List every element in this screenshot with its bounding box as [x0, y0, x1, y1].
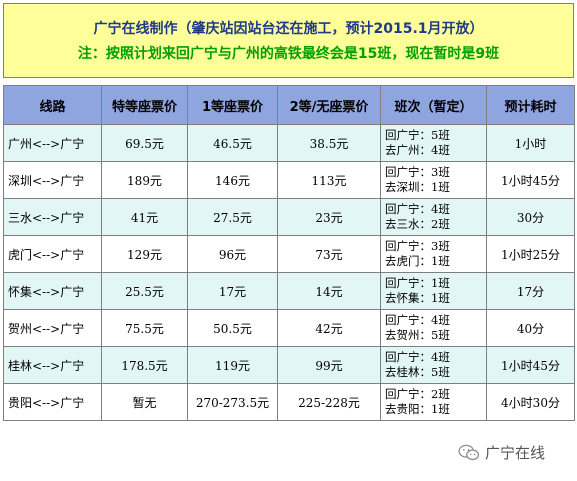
first-fare-cell: 46.5元 — [187, 124, 278, 162]
table-row: 深圳<-->广宁 189元 146元 113元 回广宁：3班 去深圳：1班 1小… — [3, 161, 575, 199]
trips-cell: 回广宁：4班 去桂林：5班 — [380, 346, 487, 384]
first-fare-cell: 146元 — [187, 161, 278, 199]
first-fare-cell: 270-273.5元 — [187, 383, 278, 421]
trip-return: 回广宁：4班 — [385, 313, 450, 327]
route-cell: 怀集<-->广宁 — [3, 272, 102, 310]
trip-outbound: 去虎门：1班 — [385, 254, 450, 268]
trips-cell: 回广宁：5班 去广州：4班 — [380, 124, 487, 162]
special-fare-cell: 69.5元 — [101, 124, 188, 162]
trip-outbound: 去贺州：5班 — [385, 328, 450, 342]
fare-table: 线路 特等座票价 1等座票价 2等/无座票价 班次（暂定） 预计耗时 广州<--… — [3, 85, 575, 421]
table-row: 怀集<-->广宁 25.5元 17元 14元 回广宁：1班 去怀集：1班 17分 — [3, 272, 575, 310]
trip-return: 回广宁：3班 — [385, 239, 450, 253]
title-banner: 广宁在线制作（肇庆站因站台还在施工，预计2015.1月开放） 注：按照计划来回广… — [3, 3, 574, 78]
second-fare-cell: 38.5元 — [277, 124, 381, 162]
first-fare-cell: 119元 — [187, 346, 278, 384]
trip-return: 回广宁：2班 — [385, 387, 450, 401]
trips-cell: 回广宁：1班 去怀集：1班 — [380, 272, 487, 310]
second-fare-cell: 73元 — [277, 235, 381, 273]
first-fare-cell: 50.5元 — [187, 309, 278, 347]
special-fare-cell: 25.5元 — [101, 272, 188, 310]
trip-return: 回广宁：1班 — [385, 276, 450, 290]
duration-cell: 40分 — [486, 309, 575, 347]
trip-outbound: 去深圳：1班 — [385, 180, 450, 194]
header-second-class: 2等/无座票价 — [277, 85, 381, 125]
trip-outbound: 去广州：4班 — [385, 143, 450, 157]
duration-cell: 1小时25分 — [486, 235, 575, 273]
trips-cell: 回广宁：4班 去三水：2班 — [380, 198, 487, 236]
route-cell: 贵阳<-->广宁 — [3, 383, 102, 421]
trips-cell: 回广宁：3班 去虎门：1班 — [380, 235, 487, 273]
fare-sheet: 广宁在线制作（肇庆站因站台还在施工，预计2015.1月开放） 注：按照计划来回广… — [3, 3, 575, 435]
duration-cell: 17分 — [486, 272, 575, 310]
duration-cell: 1小时 — [486, 124, 575, 162]
header-special-class: 特等座票价 — [101, 85, 188, 125]
trips-cell: 回广宁：2班 去贵阳：1班 — [380, 383, 487, 421]
trips-cell: 回广宁：3班 去深圳：1班 — [380, 161, 487, 199]
duration-cell: 1小时45分 — [486, 161, 575, 199]
trip-return: 回广宁：4班 — [385, 202, 450, 216]
special-fare-cell: 189元 — [101, 161, 188, 199]
special-fare-cell: 178.5元 — [101, 346, 188, 384]
route-cell: 虎门<-->广宁 — [3, 235, 102, 273]
special-fare-cell: 41元 — [101, 198, 188, 236]
route-cell: 三水<-->广宁 — [3, 198, 102, 236]
table-header-row: 线路 特等座票价 1等座票价 2等/无座票价 班次（暂定） 预计耗时 — [3, 85, 575, 125]
trip-return: 回广宁：5班 — [385, 128, 450, 142]
special-fare-cell: 129元 — [101, 235, 188, 273]
table-row: 广州<-->广宁 69.5元 46.5元 38.5元 回广宁：5班 去广州：4班… — [3, 124, 575, 162]
header-duration: 预计耗时 — [486, 85, 575, 125]
header-route: 线路 — [3, 85, 102, 125]
second-fare-cell: 225-228元 — [277, 383, 381, 421]
route-cell: 广州<-->广宁 — [3, 124, 102, 162]
second-fare-cell: 42元 — [277, 309, 381, 347]
header-first-class: 1等座票价 — [187, 85, 278, 125]
table-row: 三水<-->广宁 41元 27.5元 23元 回广宁：4班 去三水：2班 30分 — [3, 198, 575, 236]
table-row: 贺州<-->广宁 75.5元 50.5元 42元 回广宁：4班 去贺州：5班 4… — [3, 309, 575, 347]
header-trips: 班次（暂定） — [380, 85, 487, 125]
duration-cell: 1小时45分 — [486, 346, 575, 384]
table-row: 贵阳<-->广宁 暂无 270-273.5元 225-228元 回广宁：2班 去… — [3, 383, 575, 421]
trip-outbound: 去三水：2班 — [385, 217, 450, 231]
first-fare-cell: 17元 — [187, 272, 278, 310]
wechat-icon — [458, 444, 480, 460]
trip-outbound: 去桂林：5班 — [385, 365, 450, 379]
special-fare-cell: 75.5元 — [101, 309, 188, 347]
trip-return: 回广宁：4班 — [385, 350, 450, 364]
trip-outbound: 去怀集：1班 — [385, 291, 450, 305]
banner-title: 广宁在线制作（肇庆站因站台还在施工，预计2015.1月开放） — [93, 21, 484, 37]
route-cell: 深圳<-->广宁 — [3, 161, 102, 199]
first-fare-cell: 96元 — [187, 235, 278, 273]
route-cell: 桂林<-->广宁 — [3, 346, 102, 384]
trip-outbound: 去贵阳：1班 — [385, 402, 450, 416]
duration-cell: 30分 — [486, 198, 575, 236]
second-fare-cell: 99元 — [277, 346, 381, 384]
special-fare-cell: 暂无 — [101, 383, 188, 421]
second-fare-cell: 113元 — [277, 161, 381, 199]
duration-cell: 4小时30分 — [486, 383, 575, 421]
table-row: 虎门<-->广宁 129元 96元 73元 回广宁：3班 去虎门：1班 1小时2… — [3, 235, 575, 273]
second-fare-cell: 14元 — [277, 272, 381, 310]
second-fare-cell: 23元 — [277, 198, 381, 236]
route-cell: 贺州<-->广宁 — [3, 309, 102, 347]
trips-cell: 回广宁：4班 去贺州：5班 — [380, 309, 487, 347]
banner-note: 注：按照计划来回广宁与广州的高铁最终会是15班，现在暂时是9班 — [77, 46, 500, 62]
trip-return: 回广宁：3班 — [385, 165, 450, 179]
table-row: 桂林<-->广宁 178.5元 119元 99元 回广宁：4班 去桂林：5班 1… — [3, 346, 575, 384]
watermark-text: 广宁在线 — [484, 444, 545, 462]
first-fare-cell: 27.5元 — [187, 198, 278, 236]
watermark: 广宁在线 — [458, 442, 545, 463]
